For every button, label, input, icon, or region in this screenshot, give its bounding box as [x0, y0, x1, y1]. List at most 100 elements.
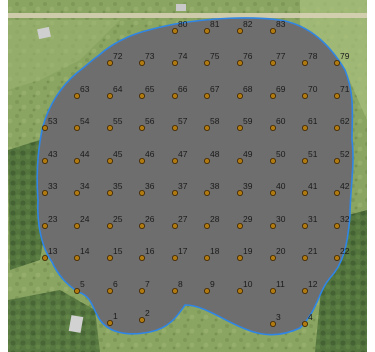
sample-point-marker[interactable] — [74, 222, 81, 229]
sample-point-marker[interactable] — [171, 93, 178, 100]
sample-point-marker[interactable] — [236, 60, 243, 67]
sample-point[interactable]: 79 — [333, 51, 350, 67]
sample-point-marker[interactable] — [301, 189, 308, 196]
sample-point-marker[interactable] — [301, 125, 308, 132]
sample-point[interactable]: 74 — [171, 51, 188, 67]
sample-point-marker[interactable] — [301, 93, 308, 100]
sample-point-marker[interactable] — [171, 287, 178, 294]
sample-point-marker[interactable] — [333, 93, 340, 100]
sample-point-marker[interactable] — [203, 93, 210, 100]
sample-point[interactable]: 78 — [301, 51, 318, 67]
sample-point[interactable]: 65 — [138, 84, 155, 100]
sample-point-marker[interactable] — [236, 287, 243, 294]
sample-point[interactable]: 73 — [138, 51, 155, 67]
sample-point-marker[interactable] — [42, 125, 49, 132]
sample-point[interactable]: 57 — [171, 116, 188, 132]
sample-point-marker[interactable] — [203, 157, 210, 164]
sample-point-marker[interactable] — [107, 60, 114, 67]
sample-point-marker[interactable] — [269, 222, 276, 229]
sample-point-marker[interactable] — [203, 287, 210, 294]
sample-point[interactable]: 55 — [107, 116, 123, 132]
sample-point[interactable]: 40 — [269, 181, 286, 196]
sample-point[interactable]: 60 — [269, 116, 286, 132]
sample-point[interactable]: 47 — [171, 149, 188, 164]
sample-point-marker[interactable] — [42, 254, 49, 261]
sample-point[interactable]: 27 — [171, 214, 188, 229]
sample-point[interactable]: 19 — [236, 246, 253, 261]
sample-point-marker[interactable] — [138, 157, 145, 164]
sample-point[interactable]: 11 — [269, 279, 285, 294]
sample-point-marker[interactable] — [138, 60, 145, 67]
sample-point[interactable]: 37 — [171, 181, 188, 196]
sample-point-marker[interactable] — [138, 254, 145, 261]
sample-point[interactable]: 83 — [269, 19, 286, 34]
sample-point-marker[interactable] — [107, 222, 114, 229]
sample-point[interactable]: 63 — [74, 84, 90, 100]
sample-point[interactable]: 45 — [107, 149, 123, 164]
sample-point[interactable]: 16 — [138, 246, 155, 261]
sample-point-marker[interactable] — [236, 222, 243, 229]
sample-point[interactable]: 68 — [236, 84, 253, 100]
sample-point[interactable]: 70 — [301, 84, 318, 100]
sample-point[interactable]: 17 — [171, 246, 188, 261]
sample-point-marker[interactable] — [171, 222, 178, 229]
sample-point-marker[interactable] — [203, 222, 210, 229]
sample-point-marker[interactable] — [107, 254, 114, 261]
sample-point-marker[interactable] — [74, 287, 81, 294]
sample-point-marker[interactable] — [107, 287, 114, 294]
sample-point-marker[interactable] — [301, 287, 308, 294]
sample-point-marker[interactable] — [236, 125, 243, 132]
sample-point-marker[interactable] — [42, 222, 49, 229]
sample-point-marker[interactable] — [269, 60, 276, 67]
sample-point-marker[interactable] — [236, 93, 243, 100]
sample-point-marker[interactable] — [138, 316, 145, 323]
sample-point-marker[interactable] — [269, 93, 276, 100]
sample-point-marker[interactable] — [138, 93, 145, 100]
sample-point-marker[interactable] — [203, 189, 210, 196]
sample-point-marker[interactable] — [171, 157, 178, 164]
sample-point-marker[interactable] — [42, 157, 49, 164]
sample-point-marker[interactable] — [74, 125, 81, 132]
sample-point-marker[interactable] — [107, 93, 114, 100]
sample-point[interactable]: 77 — [269, 51, 286, 67]
sample-point-marker[interactable] — [171, 27, 178, 34]
sample-point[interactable]: 38 — [203, 181, 220, 196]
sample-point-marker[interactable] — [269, 287, 276, 294]
sample-point-marker[interactable] — [203, 60, 210, 67]
sample-point[interactable]: 13 — [42, 246, 58, 261]
sample-point-marker[interactable] — [138, 125, 145, 132]
sample-point-marker[interactable] — [171, 125, 178, 132]
sample-point[interactable]: 12 — [301, 279, 318, 294]
sample-point[interactable]: 82 — [236, 19, 253, 34]
sample-point-marker[interactable] — [107, 157, 114, 164]
sample-point-marker[interactable] — [107, 319, 114, 326]
sample-point[interactable]: 1 — [107, 311, 118, 326]
sample-point-marker[interactable] — [138, 287, 145, 294]
sample-point-marker[interactable] — [138, 222, 145, 229]
sample-point[interactable]: 64 — [107, 84, 123, 100]
sample-point[interactable]: 80 — [171, 19, 188, 34]
sample-point[interactable]: 67 — [203, 84, 220, 100]
sample-point-marker[interactable] — [171, 60, 178, 67]
sample-point-marker[interactable] — [333, 254, 340, 261]
sample-point-marker[interactable] — [203, 125, 210, 132]
sample-point[interactable]: 49 — [236, 149, 253, 164]
sample-point[interactable]: 20 — [269, 246, 286, 261]
sample-point[interactable]: 35 — [107, 181, 123, 196]
sample-point[interactable]: 53 — [42, 116, 58, 132]
sample-point-marker[interactable] — [171, 189, 178, 196]
sample-point[interactable]: 75 — [203, 51, 220, 67]
sample-point[interactable]: 36 — [138, 181, 155, 196]
sample-point-marker[interactable] — [74, 157, 81, 164]
sample-point-marker[interactable] — [171, 254, 178, 261]
sample-point-marker[interactable] — [42, 189, 49, 196]
sample-point[interactable]: 15 — [107, 246, 123, 261]
sample-point[interactable]: 23 — [42, 214, 58, 229]
sample-point-marker[interactable] — [269, 189, 276, 196]
sample-point-marker[interactable] — [333, 157, 340, 164]
sample-point[interactable]: 59 — [236, 116, 253, 132]
sample-point[interactable]: 48 — [203, 149, 220, 164]
sample-point[interactable]: 58 — [203, 116, 220, 132]
sample-point[interactable]: 50 — [269, 149, 286, 164]
sample-point[interactable]: 24 — [74, 214, 90, 229]
